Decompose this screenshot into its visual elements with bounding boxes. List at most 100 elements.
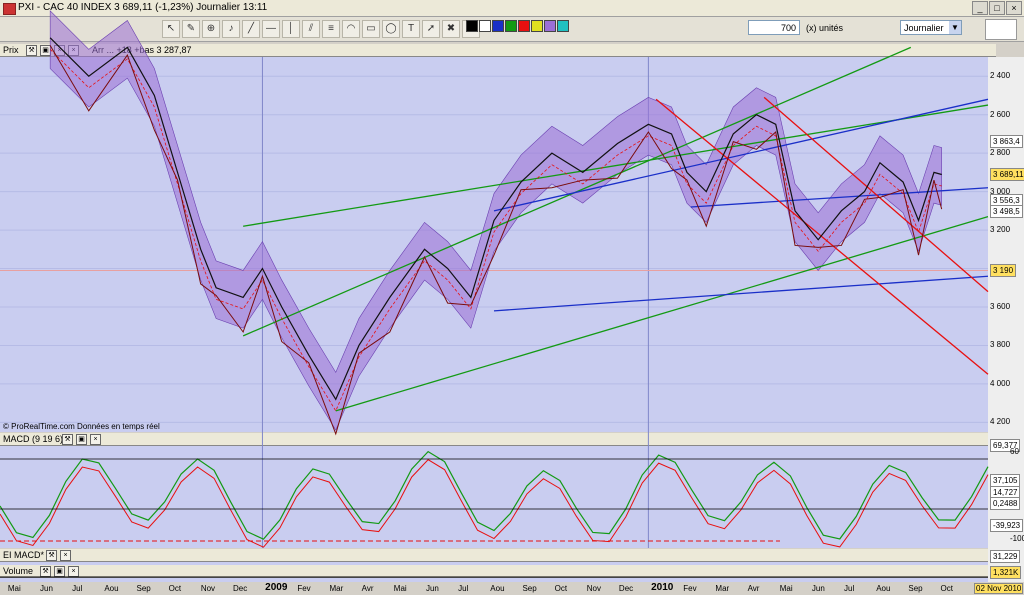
arc-tool-icon[interactable]: ◠	[342, 20, 360, 38]
color-cyan-swatch[interactable]	[557, 20, 569, 32]
fibo-tool-icon[interactable]: ≡	[322, 20, 340, 38]
channel-tool-icon[interactable]: ⫽	[302, 20, 320, 38]
cursor-tool-icon[interactable]: ↖	[162, 20, 180, 38]
x-axis-label: Jul	[458, 584, 469, 593]
x-axis-label: Aou	[490, 584, 505, 593]
macd-value-label: -39,923	[990, 519, 1024, 532]
color-red-swatch[interactable]	[518, 20, 530, 32]
signal-line	[0, 459, 989, 548]
band-area	[49, 10, 942, 431]
x-axis-label: Mar	[329, 584, 344, 593]
source-credit: © ProRealTime.com Données en temps réel	[3, 422, 160, 431]
x-axis-label: Avr	[361, 584, 374, 593]
x-axis-label: Avr	[747, 584, 760, 593]
chevron-down-icon[interactable]: ▼	[949, 21, 961, 34]
eimacd-plot-area	[0, 562, 988, 565]
delete-tool-icon[interactable]: ✖	[442, 20, 460, 38]
wrench-icon[interactable]: ⚒	[62, 434, 73, 445]
x-axis-label: Jun	[425, 584, 439, 593]
close-icon[interactable]: ×	[90, 434, 101, 445]
color-black-swatch[interactable]	[466, 20, 478, 32]
wrench-icon[interactable]: ⚒	[46, 550, 57, 561]
x-axis-label: Mar	[715, 584, 730, 593]
red-channel	[763, 96, 989, 293]
price-tick: 3 000	[990, 186, 1011, 196]
eimacd-panel-name: EI MACD*	[3, 550, 45, 560]
ellipse-tool-icon[interactable]: ◯	[382, 20, 400, 38]
color-green-swatch[interactable]	[505, 20, 517, 32]
macd-value-label: 0,2488	[990, 497, 1021, 510]
trendlines	[242, 46, 989, 412]
color-yellow-swatch[interactable]	[531, 20, 543, 32]
close-button[interactable]: ×	[1006, 1, 1022, 15]
price-tick: 3 600	[990, 302, 1011, 311]
blue-trendline	[690, 187, 989, 208]
zoom-tool-icon[interactable]: ⊕	[202, 20, 220, 38]
x-axis-label: Jul	[72, 584, 83, 593]
price-value-label: 3 689,11	[990, 168, 1024, 182]
x-axis-label: Fev	[683, 584, 697, 593]
macd-series	[0, 450, 989, 548]
app-icon	[3, 3, 16, 15]
arrow-tool-icon[interactable]: ➚	[422, 20, 440, 38]
x-axis-label: Sep	[908, 584, 923, 593]
x-axis-label: Fev	[297, 584, 311, 593]
price-tick: 3 200	[990, 225, 1011, 235]
close-icon[interactable]: ×	[60, 550, 71, 561]
bollinger-band	[49, 10, 942, 431]
vline-tool-icon[interactable]: │	[282, 20, 300, 38]
x-axis-label: Dec	[232, 584, 248, 593]
x-axis-label: 2009	[265, 582, 288, 593]
period-dropdown[interactable]: Journalier ▼	[900, 20, 962, 35]
units-input[interactable]: 700	[748, 20, 800, 35]
rect-tool-icon[interactable]: ▭	[362, 20, 380, 38]
price-value-label: 3 863,4	[990, 134, 1023, 148]
macd-panel-name: MACD (9 19 6)	[3, 434, 64, 444]
x-axis-label: 2010	[651, 582, 674, 593]
minimize-button[interactable]: _	[972, 1, 988, 15]
trendline-tool-icon[interactable]: ╱	[242, 20, 260, 38]
x-axis-label: Jul	[844, 584, 855, 593]
x-axis-label: Nov	[200, 584, 216, 593]
window-titlebar: PXI - CAC 40 INDEX 3 689,11 (-1,23%) Jou…	[0, 0, 1024, 17]
macd-panel-header: MACD (9 19 6) ⚒ ▣ ×	[0, 433, 996, 446]
x-axis-label: Jun	[40, 584, 53, 593]
x-axis-label: Oct	[940, 584, 953, 593]
blue-trendline	[493, 275, 989, 312]
date-box: 02 Nov 2010	[974, 583, 1024, 594]
x-axis-label: Dec	[618, 584, 634, 593]
eimacd-panel-header: EI MACD* ⚒ ×	[0, 549, 996, 562]
color-blue-swatch[interactable]	[492, 20, 504, 32]
macd-tick: -100	[1010, 534, 1024, 543]
stop-line	[49, 45, 943, 436]
macd-tick: 60	[1010, 447, 1019, 456]
color-purple-swatch[interactable]	[544, 20, 556, 32]
x-axis-label: Aou	[104, 584, 119, 593]
properties-icon[interactable]: ▣	[76, 434, 87, 445]
wrench-icon[interactable]: ⚒	[26, 45, 37, 56]
pencil-tool-icon[interactable]: ✎	[182, 20, 200, 38]
x-axis-label: Nov	[586, 584, 601, 593]
maximize-button[interactable]: □	[989, 1, 1005, 15]
color-white-swatch[interactable]	[479, 20, 491, 32]
blue-trendline	[493, 98, 989, 212]
text-tool-icon[interactable]: T	[402, 20, 420, 38]
green-channel-bottom	[335, 215, 989, 412]
x-axis-label: Mai	[393, 584, 407, 593]
price-value-label: 3 190	[990, 264, 1017, 278]
volume-plot-area	[0, 578, 988, 582]
macd-line	[0, 450, 989, 540]
red-channel	[655, 98, 989, 375]
alert-tool-icon[interactable]: ♪	[222, 20, 240, 38]
price-tick: 2 400	[990, 71, 1011, 81]
hline-tool-icon[interactable]: —	[262, 20, 280, 38]
price-series	[49, 37, 943, 436]
price-panel-name: Prix	[3, 45, 19, 55]
mini-chart-icon[interactable]	[985, 19, 1017, 40]
price-tick: 4 000	[990, 378, 1011, 388]
volume-value-label: 1,321K	[990, 566, 1022, 579]
x-axis-label: Sep	[522, 584, 537, 593]
macd-plot-area	[0, 446, 988, 548]
green-channel-top	[243, 104, 989, 227]
